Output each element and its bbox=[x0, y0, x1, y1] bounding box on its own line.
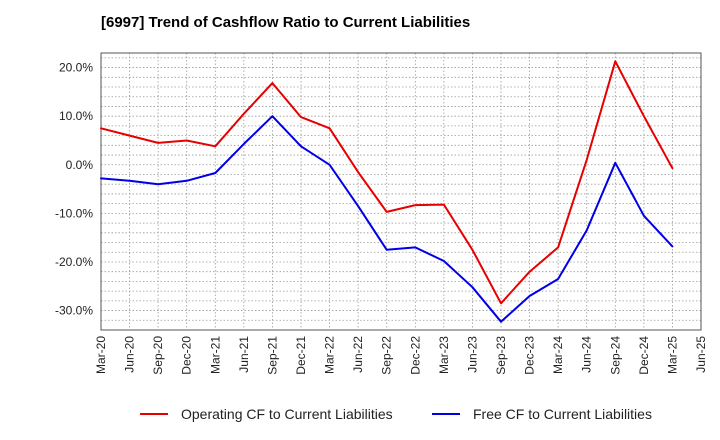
y-tick-label: -20.0% bbox=[55, 255, 93, 269]
x-tick-label: Mar-25 bbox=[665, 336, 679, 374]
x-tick-label: Mar-21 bbox=[208, 336, 222, 374]
y-tick-label: 0.0% bbox=[66, 158, 94, 172]
y-tick-label: -10.0% bbox=[55, 206, 93, 220]
series-line-operating-cf bbox=[100, 60, 674, 305]
legend-label-free-cf: Free CF to Current Liabilities bbox=[473, 406, 652, 422]
x-tick-label: Sep-22 bbox=[380, 336, 394, 375]
x-tick-label: Jun-22 bbox=[351, 336, 365, 373]
x-tick-label: Dec-20 bbox=[180, 336, 194, 375]
x-tick-label: Dec-23 bbox=[523, 336, 537, 375]
x-tick-label: Jun-20 bbox=[123, 336, 137, 373]
grid bbox=[100, 53, 702, 331]
x-tick-label: Dec-24 bbox=[637, 336, 651, 375]
x-tick-label: Mar-24 bbox=[551, 336, 565, 374]
x-tick-label: Jun-24 bbox=[580, 336, 594, 373]
x-tick-label: Dec-22 bbox=[408, 336, 422, 375]
x-tick-label: Mar-22 bbox=[323, 336, 337, 374]
series-line-free-cf bbox=[100, 115, 674, 323]
x-tick-label: Sep-24 bbox=[608, 336, 622, 375]
chart-title: [6997] Trend of Cashflow Ratio to Curren… bbox=[101, 14, 471, 31]
x-tick-label: Sep-23 bbox=[494, 336, 508, 375]
x-tick-label: Sep-20 bbox=[151, 336, 165, 375]
x-tick-label: Sep-21 bbox=[265, 336, 279, 375]
x-tick-label: Dec-21 bbox=[294, 336, 308, 375]
y-tick-label: 20.0% bbox=[59, 61, 93, 75]
axes: 20.0% 10.0% 0.0% -10.0% -20.0% -30.0% Mar-20 Ju… bbox=[55, 52, 708, 375]
legend: Operating CF to Current Liabilities Free … bbox=[140, 406, 652, 422]
x-tick-label: Jun-25 bbox=[694, 336, 708, 373]
x-tick-label: Jun-21 bbox=[237, 336, 251, 373]
plot-frame bbox=[100, 52, 702, 331]
y-tick-label: -30.0% bbox=[55, 304, 93, 318]
x-tick-label: Mar-23 bbox=[437, 336, 451, 374]
x-tick-label: Jun-23 bbox=[465, 336, 479, 373]
series-lines bbox=[100, 60, 674, 323]
legend-label-operating-cf: Operating CF to Current Liabilities bbox=[181, 406, 393, 422]
x-tick-label: Mar-20 bbox=[94, 336, 108, 374]
y-tick-label: 10.0% bbox=[59, 109, 93, 123]
